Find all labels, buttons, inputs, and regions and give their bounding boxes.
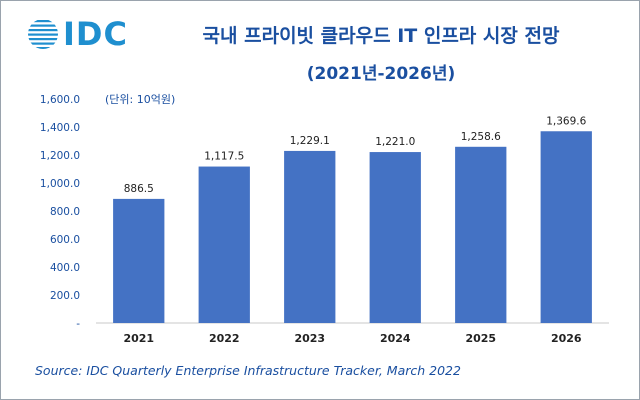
- data-label: 886.5: [124, 183, 154, 195]
- bar: [284, 150, 336, 323]
- chart-title: 국내 프라이빗 클라우드 IT 인프라 시장 전망: [202, 25, 560, 47]
- data-label: 1,369.6: [546, 115, 586, 127]
- bar: [198, 166, 250, 323]
- x-tick-label: 2023: [294, 332, 325, 345]
- y-tick-label: 600.0: [50, 234, 80, 246]
- bar: [113, 198, 165, 323]
- x-tick-label: 2025: [465, 332, 496, 345]
- data-label: 1,258.6: [461, 131, 501, 143]
- x-tick-label: 2021: [123, 332, 154, 345]
- x-tick-label: 2022: [209, 332, 240, 345]
- globe-lines-icon: [28, 20, 58, 49]
- idc-logo: IDC: [27, 15, 128, 53]
- data-label: 1,117.5: [204, 151, 244, 163]
- logo-text: IDC: [63, 15, 128, 53]
- y-tick-label: 1,200.0: [40, 150, 80, 162]
- source-note: Source: IDC Quarterly Enterprise Infrast…: [35, 363, 461, 378]
- data-label: 1,221.0: [375, 136, 415, 148]
- y-tick-label: 1,400.0: [40, 122, 80, 134]
- data-label: 1,229.1: [290, 135, 330, 147]
- y-tick-label: -: [76, 318, 80, 330]
- y-tick-label: 800.0: [50, 206, 80, 218]
- bar: [540, 131, 592, 323]
- bar: [455, 146, 507, 323]
- chart-subtitle: (2021년-2026년): [306, 64, 456, 84]
- x-tick-label: 2024: [380, 332, 411, 345]
- unit-note: (단위: 10억원): [105, 93, 176, 106]
- y-tick-label: 1,600.0: [40, 94, 80, 106]
- bar: [369, 152, 421, 323]
- y-tick-label: 200.0: [50, 290, 80, 302]
- y-tick-label: 1,000.0: [40, 178, 80, 190]
- x-tick-label: 2026: [551, 332, 582, 345]
- y-tick-label: 400.0: [50, 262, 80, 274]
